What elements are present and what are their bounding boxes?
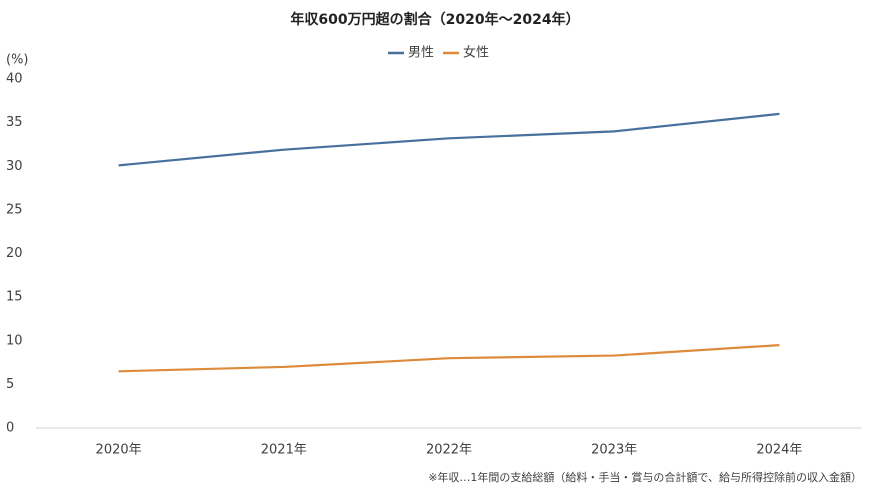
footnote: ※年収…1年間の支給総額（給料・手当・賞与の合計額で、給与所得控除前の収入金額） bbox=[428, 470, 862, 484]
series-line bbox=[118, 344, 780, 373]
legend-label: 女性 bbox=[463, 45, 489, 61]
x-tick-label: 2020年 bbox=[96, 443, 142, 458]
x-tick-label: 2022年 bbox=[426, 443, 472, 458]
series-line bbox=[118, 112, 780, 167]
legend-label: 男性 bbox=[408, 46, 434, 61]
y-tick-label: 15 bbox=[6, 290, 23, 305]
y-tick-label: 10 bbox=[6, 333, 23, 348]
y-tick-label: 5 bbox=[6, 377, 14, 392]
y-tick-label: 40 bbox=[6, 72, 23, 87]
chart-title: 年収600万円超の割合（2020年～2024年） bbox=[290, 11, 579, 28]
x-tick-label: 2023年 bbox=[591, 443, 637, 458]
x-tick-label: 2024年 bbox=[756, 443, 802, 458]
x-tick-label: 2021年 bbox=[261, 443, 307, 458]
y-unit: (%) bbox=[6, 53, 29, 68]
y-tick-label: 0 bbox=[6, 421, 14, 436]
y-tick-label: 35 bbox=[6, 115, 23, 130]
y-tick-label: 25 bbox=[6, 202, 23, 217]
y-tick-label: 20 bbox=[6, 246, 23, 261]
y-tick-label: 30 bbox=[6, 159, 23, 174]
